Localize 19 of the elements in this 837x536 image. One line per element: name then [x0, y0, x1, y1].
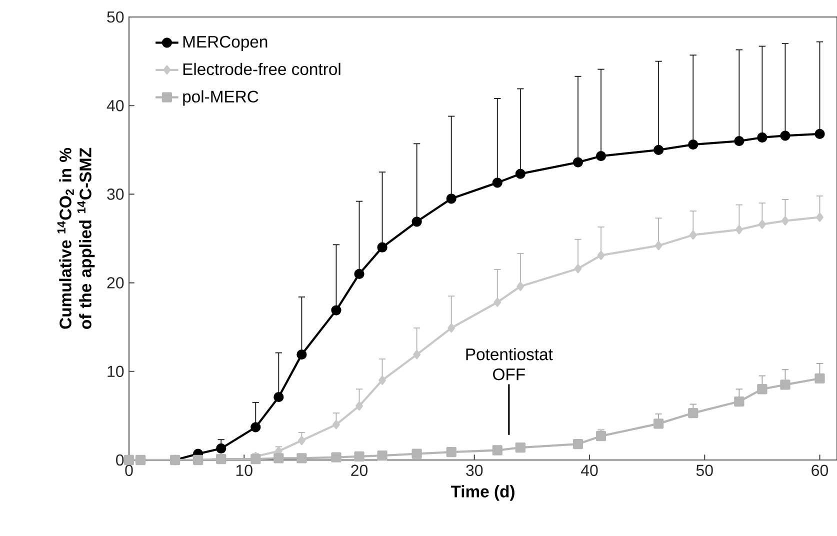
legend-label: MERCopen [183, 36, 268, 51]
x-tick-label: 40 [580, 464, 598, 476]
text: Cumulative $^{14}$CO$_{2}$ in % of the applied $^{14}$C-SMZ [57, 148, 95, 329]
x-tick-label: 30 [466, 464, 483, 476]
y-tick-label: 10 [108, 366, 124, 378]
x-tick-label: 50 [696, 464, 713, 476]
legend-label: Electrode-free control [183, 62, 340, 76]
y-tick-label: 50 [107, 11, 124, 23]
y-tick-label: 40 [106, 100, 124, 112]
y-tick-label: 20 [107, 277, 124, 288]
x-axis-title: Time (d) [450, 485, 514, 501]
x-tick-label: 0 [125, 464, 133, 476]
legend-label: pol-MERC [183, 90, 258, 106]
y-tick-label: 0 [116, 454, 124, 466]
x-tick-label: 20 [351, 464, 368, 476]
y-tick-label: 30 [107, 188, 124, 200]
x-tick-label: 10 [236, 464, 252, 476]
annotation: Potentiostat OFF [466, 348, 553, 380]
x-tick-label: 60 [812, 464, 828, 476]
